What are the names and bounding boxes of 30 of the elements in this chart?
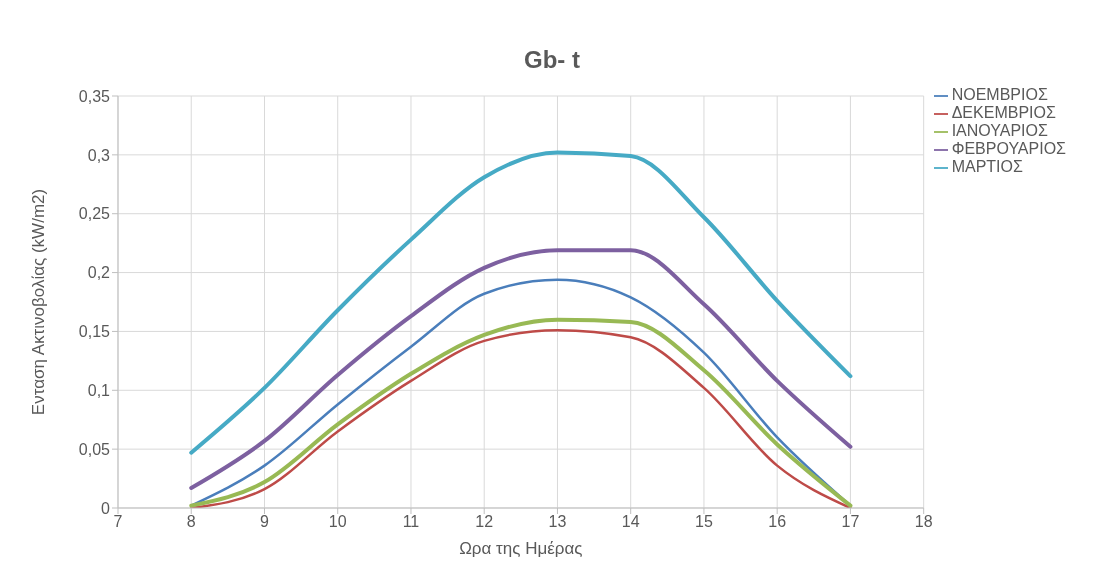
y-tick-label: 0,15 [78, 323, 111, 341]
y-tick-label: 0,25 [78, 205, 111, 223]
x-tick-label: 9 [260, 513, 270, 531]
legend-label: ΝΟΕΜΒΡΙΟΣ [951, 86, 1048, 103]
y-tick-label: 0,05 [78, 440, 111, 458]
chart-title: Gb- t [523, 45, 581, 75]
y-tick-label: 0,3 [87, 146, 111, 164]
x-tick-label: 8 [186, 513, 196, 531]
x-axis-title: Ωρα της Ημέρας [459, 539, 583, 558]
legend-label: ΦΕΒΡΟΥΑΡΙΟΣ [951, 140, 1066, 157]
x-tick-label: 17 [841, 513, 860, 531]
x-tick-label: 11 [402, 513, 420, 531]
x-tick-label: 12 [475, 513, 494, 531]
line-series [189, 150, 853, 455]
x-tick-label: 15 [695, 513, 713, 531]
x-tick-label: 14 [621, 513, 640, 531]
legend-label: ΙΑΝΟΥΑΡΙΟΣ [951, 122, 1048, 139]
y-tick-label: 0,1 [87, 381, 111, 399]
legend-label: ΔΕΚΕΜΒΡΙΟΣ [951, 104, 1056, 121]
x-tick-label: 10 [328, 513, 347, 531]
legend-label: ΜΑΡΤΙΟΣ [951, 158, 1023, 175]
y-tick-label: 0 [101, 499, 111, 517]
y-tick-label: 0,2 [87, 264, 111, 282]
y-tick-label: 0,35 [78, 87, 111, 105]
x-tick-label: 16 [768, 513, 787, 531]
x-tick-label: 13 [548, 513, 567, 531]
y-axis-title: Ενταση Ακτινοβολίας (kW/m2) [29, 188, 49, 416]
line-series [189, 248, 853, 490]
x-tick-label: 18 [914, 513, 933, 531]
x-tick-label: 7 [113, 513, 123, 531]
